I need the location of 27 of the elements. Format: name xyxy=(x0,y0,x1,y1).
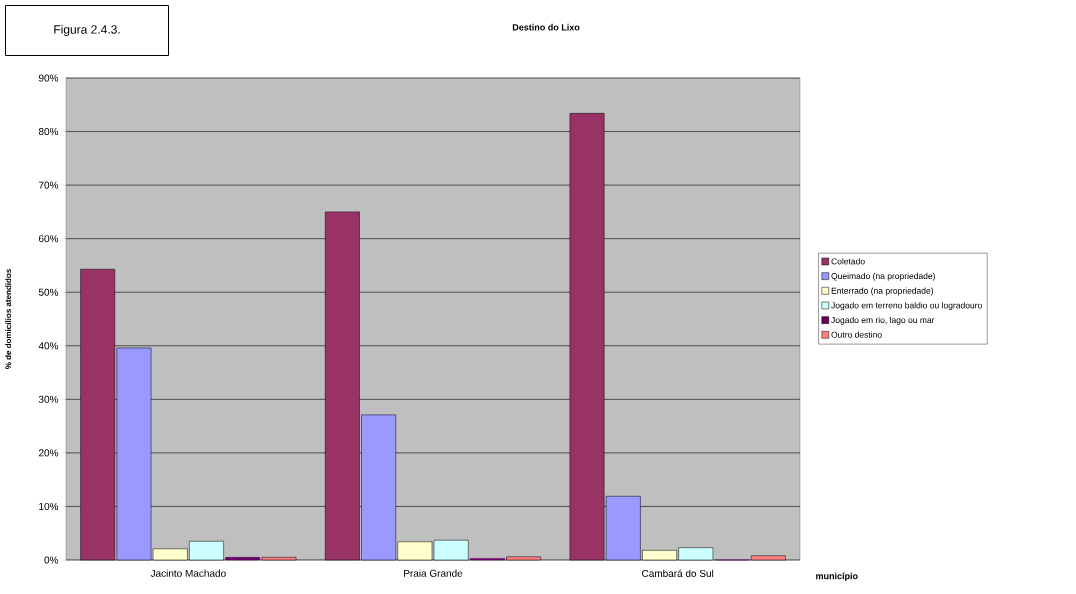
y-tick-label: 0% xyxy=(44,556,59,564)
text: Figura 2.4.3. xyxy=(54,24,120,37)
legend-label: Jogado em terreno baldio ou logradouro xyxy=(831,302,982,311)
legend-label: Coletado xyxy=(831,258,865,265)
bar xyxy=(261,557,297,561)
y-tick-label: 10% xyxy=(39,502,59,510)
y-tick-label: 60% xyxy=(38,235,59,243)
x-tick-label: Cambará do Sul xyxy=(642,569,714,577)
y-tick-label: 40% xyxy=(38,342,59,350)
y-tick-label: 30% xyxy=(38,395,59,403)
y-tick-label: 50% xyxy=(38,288,59,296)
legend-label: Jogado em rio, lago ou mar xyxy=(831,316,935,325)
legend-label: Outro destino xyxy=(831,331,882,338)
y-tick-label: 70% xyxy=(38,181,59,189)
y-tick-label: 20% xyxy=(38,449,59,457)
x-tick-label: Praia Grande xyxy=(404,569,463,577)
bar xyxy=(750,555,786,561)
chart-title: Destino do Lixo xyxy=(512,23,580,31)
x-tick-label: Jacinto Machado xyxy=(150,569,226,577)
x-axis-title: município xyxy=(816,572,858,581)
bar xyxy=(225,557,261,561)
y-axis-title: % de domicílios atendidos xyxy=(5,269,12,370)
legend-label: Queimado (na propriedade) xyxy=(831,272,935,281)
bar xyxy=(506,556,542,561)
y-tick-label: 80% xyxy=(38,128,59,136)
y-tick-label: 90% xyxy=(38,74,59,82)
legend-label: Enterrado (na propriedade) xyxy=(831,287,934,296)
